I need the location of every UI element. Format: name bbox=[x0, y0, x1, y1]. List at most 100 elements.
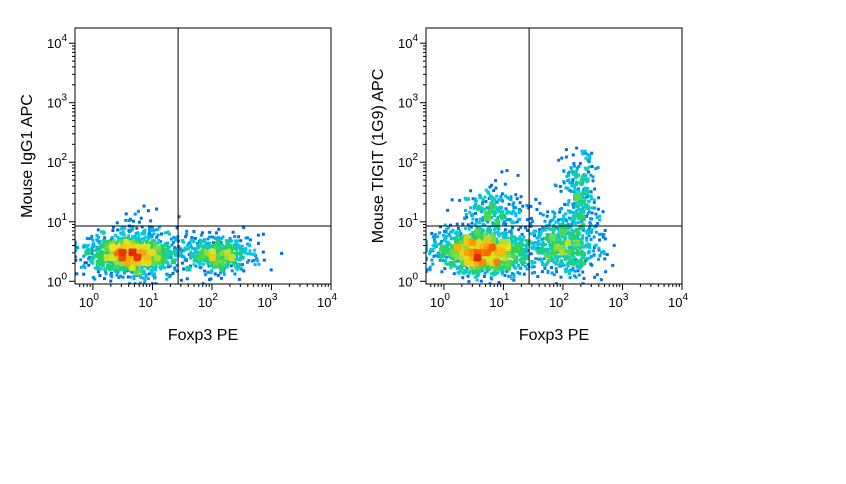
event-dot bbox=[580, 217, 583, 221]
event-dot bbox=[484, 211, 487, 215]
event-dot bbox=[242, 226, 246, 230]
event-dot bbox=[537, 250, 541, 254]
event-dot bbox=[511, 262, 515, 266]
event-dot bbox=[119, 245, 123, 249]
event-dot bbox=[135, 261, 139, 265]
event-dot bbox=[476, 272, 480, 276]
event-dot bbox=[478, 226, 482, 229]
event-dot bbox=[522, 249, 526, 253]
event-dot bbox=[533, 241, 537, 244]
event-dot bbox=[459, 232, 463, 236]
event-dot bbox=[490, 247, 494, 250]
event-dot bbox=[151, 273, 155, 277]
event-dot bbox=[537, 257, 540, 261]
event-dot bbox=[577, 273, 581, 277]
event-dot bbox=[208, 249, 212, 253]
event-dot bbox=[256, 233, 260, 237]
event-dot bbox=[253, 248, 257, 252]
event-dot bbox=[590, 165, 594, 168]
event-dot bbox=[136, 265, 140, 269]
y-tick-label: 101 bbox=[47, 212, 67, 230]
event-dot bbox=[239, 239, 243, 243]
event-dot bbox=[475, 265, 479, 269]
event-dot bbox=[497, 210, 501, 214]
event-dot bbox=[255, 257, 259, 261]
event-dot bbox=[509, 229, 513, 233]
event-dot bbox=[519, 246, 523, 250]
event-dot bbox=[142, 204, 146, 208]
event-dot bbox=[187, 247, 191, 251]
event-dot bbox=[470, 238, 474, 242]
event-dot bbox=[172, 236, 176, 239]
event-dot bbox=[600, 232, 604, 236]
event-dot bbox=[592, 253, 596, 257]
event-dot bbox=[464, 258, 468, 262]
event-dot bbox=[506, 196, 509, 199]
event-dot bbox=[191, 252, 194, 256]
event-dot bbox=[574, 188, 578, 192]
event-dot bbox=[136, 231, 140, 235]
event-dot bbox=[131, 264, 135, 268]
event-dot bbox=[563, 230, 567, 234]
event-dot bbox=[121, 227, 125, 231]
event-dot bbox=[143, 271, 147, 275]
event-dot bbox=[110, 271, 113, 275]
event-dot bbox=[193, 236, 197, 240]
event-dot bbox=[119, 251, 122, 255]
event-dot bbox=[194, 264, 198, 268]
event-dot bbox=[252, 259, 256, 262]
event-dot bbox=[215, 237, 219, 241]
event-dot bbox=[123, 239, 127, 242]
y-axis-label: Mouse IgG1 APC bbox=[19, 94, 36, 218]
event-dot bbox=[575, 251, 579, 255]
event-dot bbox=[149, 246, 153, 250]
event-dot bbox=[431, 243, 435, 247]
event-dot bbox=[496, 219, 499, 223]
event-dot bbox=[191, 239, 195, 243]
event-dot bbox=[154, 262, 158, 266]
event-dot bbox=[587, 234, 591, 238]
event-dot bbox=[173, 246, 177, 250]
event-dot bbox=[237, 277, 241, 281]
event-dot bbox=[511, 260, 515, 264]
event-dot bbox=[111, 225, 115, 229]
y-tick-label: 102 bbox=[47, 152, 67, 170]
event-dot bbox=[601, 210, 605, 214]
event-dot bbox=[461, 271, 465, 275]
event-dot bbox=[575, 181, 579, 185]
x-tick-label: 103 bbox=[608, 292, 628, 310]
event-dot bbox=[190, 236, 194, 240]
event-dot bbox=[95, 245, 99, 249]
event-dot bbox=[504, 267, 508, 271]
event-dot bbox=[471, 235, 475, 239]
event-dot bbox=[441, 259, 445, 263]
event-dot bbox=[568, 257, 572, 261]
event-dot bbox=[102, 231, 106, 235]
event-dot bbox=[593, 275, 597, 279]
event-dot bbox=[587, 165, 591, 169]
event-dot bbox=[133, 282, 137, 284]
event-dot bbox=[477, 250, 481, 253]
event-dot bbox=[240, 244, 244, 248]
event-dot bbox=[543, 237, 547, 241]
event-dot bbox=[545, 238, 549, 241]
event-dot bbox=[551, 257, 555, 261]
event-dot bbox=[580, 241, 584, 245]
event-dot bbox=[120, 260, 124, 264]
event-dot bbox=[208, 243, 212, 247]
event-dot bbox=[483, 259, 486, 263]
event-dot bbox=[497, 222, 501, 226]
event-dot bbox=[159, 240, 163, 244]
event-dot bbox=[514, 258, 518, 262]
event-dot bbox=[469, 267, 473, 271]
event-dot bbox=[134, 272, 138, 276]
event-dot bbox=[229, 264, 233, 268]
event-dot bbox=[558, 210, 562, 214]
event-dot bbox=[574, 210, 578, 214]
event-dot bbox=[483, 242, 487, 246]
event-dot bbox=[166, 241, 170, 245]
event-dot bbox=[221, 260, 225, 264]
event-dot bbox=[199, 233, 203, 237]
event-dot bbox=[468, 210, 472, 214]
event-dot bbox=[502, 261, 506, 265]
